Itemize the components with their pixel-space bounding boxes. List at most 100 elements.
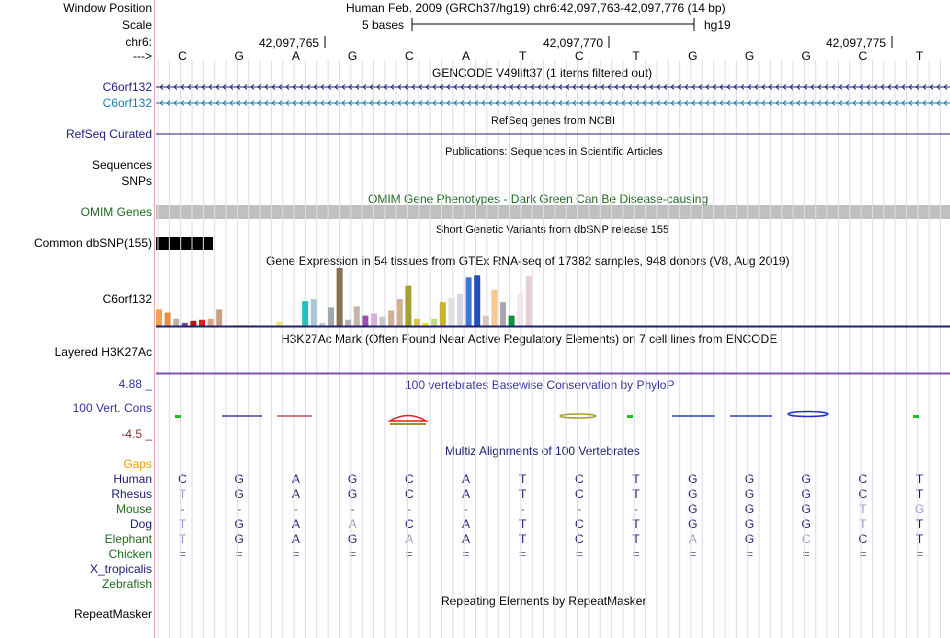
gtex-bar xyxy=(242,324,248,326)
strand-chevron xyxy=(922,84,927,90)
gtex-bar xyxy=(474,275,481,326)
gtex-bar xyxy=(517,293,524,326)
strand-chevron xyxy=(635,84,640,90)
strand-chevron xyxy=(495,100,500,106)
strand-chevron xyxy=(439,84,444,90)
gencode-item-label[interactable]: C6orf132 xyxy=(102,80,152,94)
strand-chevron xyxy=(642,84,647,90)
strand-chevron xyxy=(544,100,549,106)
strand-chevron xyxy=(593,84,598,90)
gtex-bar xyxy=(336,268,343,326)
species-label[interactable]: Human xyxy=(113,472,152,486)
strand-chevron xyxy=(523,84,528,90)
strand-chevron xyxy=(831,100,836,106)
strand-chevron xyxy=(803,84,808,90)
species-label[interactable]: Mouse xyxy=(115,502,152,516)
strand-chevron xyxy=(453,100,458,106)
strand-chevron xyxy=(390,100,395,106)
strand-chevron xyxy=(194,100,199,106)
refseq-track-title: RefSeq genes from NCBI xyxy=(491,115,616,127)
strand-chevron xyxy=(649,84,654,90)
strand-chevron xyxy=(558,100,563,106)
strand-chevron xyxy=(887,100,892,106)
reference-base: T xyxy=(632,49,640,63)
species-label[interactable]: Chicken xyxy=(108,547,152,561)
strand-chevron xyxy=(859,100,864,106)
multiz-gaps-label[interactable]: Gaps xyxy=(123,457,152,471)
strand-chevron xyxy=(880,100,885,106)
strand-chevron xyxy=(866,100,871,106)
strand-chevron xyxy=(789,100,794,106)
strand-chevron xyxy=(572,100,577,106)
strand-chevron xyxy=(397,100,402,106)
conservation-label[interactable]: 100 Vert. Cons xyxy=(72,401,152,415)
strand-chevron xyxy=(180,84,185,90)
alignment-base: G xyxy=(234,517,244,531)
window-position-label: Window Position xyxy=(63,1,152,15)
strand-chevron xyxy=(341,84,346,90)
strand-chevron xyxy=(243,100,248,106)
strand-chevron xyxy=(607,100,612,106)
gtex-bar xyxy=(388,310,395,326)
strand-chevron xyxy=(320,100,325,106)
strand-chevron xyxy=(943,84,948,90)
strand-chevron xyxy=(775,84,780,90)
publications-label[interactable]: Sequences xyxy=(91,158,152,172)
strand-chevron xyxy=(691,100,696,106)
alignment-base: C xyxy=(858,487,868,501)
gencode-item-label[interactable]: C6orf132 xyxy=(102,96,152,110)
strand-chevron xyxy=(628,100,633,106)
strand-chevron xyxy=(173,84,178,90)
gtex-bar xyxy=(448,298,455,326)
gtex-bar xyxy=(465,277,472,326)
strand-chevron xyxy=(684,100,689,106)
dbsnp-variant[interactable] xyxy=(156,237,213,250)
alignment-base: A xyxy=(461,532,470,546)
strand-chevron xyxy=(642,100,647,106)
snps-label[interactable]: SNPs xyxy=(121,174,152,188)
strand-chevron xyxy=(859,84,864,90)
strand-chevron xyxy=(453,84,458,90)
reference-base: T xyxy=(519,49,527,63)
strand-chevron xyxy=(824,100,829,106)
alignment-base: C xyxy=(858,532,868,546)
strand-chevron xyxy=(271,84,276,90)
gtex-bar xyxy=(319,322,326,326)
reference-base: C xyxy=(858,49,868,63)
omim-label[interactable]: OMIM Genes xyxy=(80,205,152,219)
gtex-bar xyxy=(233,324,240,326)
alignment-base: G xyxy=(744,487,755,501)
strand-chevron xyxy=(159,84,164,90)
alignment-base: C xyxy=(178,472,187,486)
strand-chevron xyxy=(285,84,290,90)
strand-chevron xyxy=(509,100,514,106)
alignment-base: T xyxy=(178,487,187,501)
refseq-label[interactable]: RefSeq Curated xyxy=(65,127,152,141)
omim-feature[interactable] xyxy=(156,205,950,219)
strand-chevron xyxy=(229,84,234,90)
alignment-base: - xyxy=(180,502,185,516)
strand-chevron xyxy=(565,100,570,106)
species-label[interactable]: X_tropicalis xyxy=(89,562,152,576)
alignment-base: T xyxy=(632,532,640,546)
strand-chevron xyxy=(670,100,675,106)
species-label[interactable]: Rhesus xyxy=(111,487,152,501)
gtex-label[interactable]: C6orf132 xyxy=(102,292,152,306)
strand-chevron xyxy=(600,84,605,90)
strand-arrow-label: ---> xyxy=(133,49,152,63)
conservation-mark xyxy=(559,413,597,419)
alignment-base: C xyxy=(575,517,584,531)
strand-chevron xyxy=(894,100,899,106)
repeatmasker-label[interactable]: RepeatMasker xyxy=(73,607,152,621)
strand-chevron xyxy=(187,100,192,106)
species-label[interactable]: Elephant xyxy=(104,532,152,546)
alignment-base: - xyxy=(407,502,412,516)
h3k27ac-label[interactable]: Layered H3K27Ac xyxy=(54,345,152,359)
alignment-base: A xyxy=(688,532,697,546)
alignment-base: = xyxy=(745,547,753,561)
species-label[interactable]: Dog xyxy=(129,517,152,531)
scale-assembly: hg19 xyxy=(704,18,731,32)
dbsnp-label[interactable]: Common dbSNP(155) xyxy=(33,236,152,250)
species-label[interactable]: Zebrafish xyxy=(101,577,152,591)
position-label: 42,097,770 xyxy=(543,36,604,50)
